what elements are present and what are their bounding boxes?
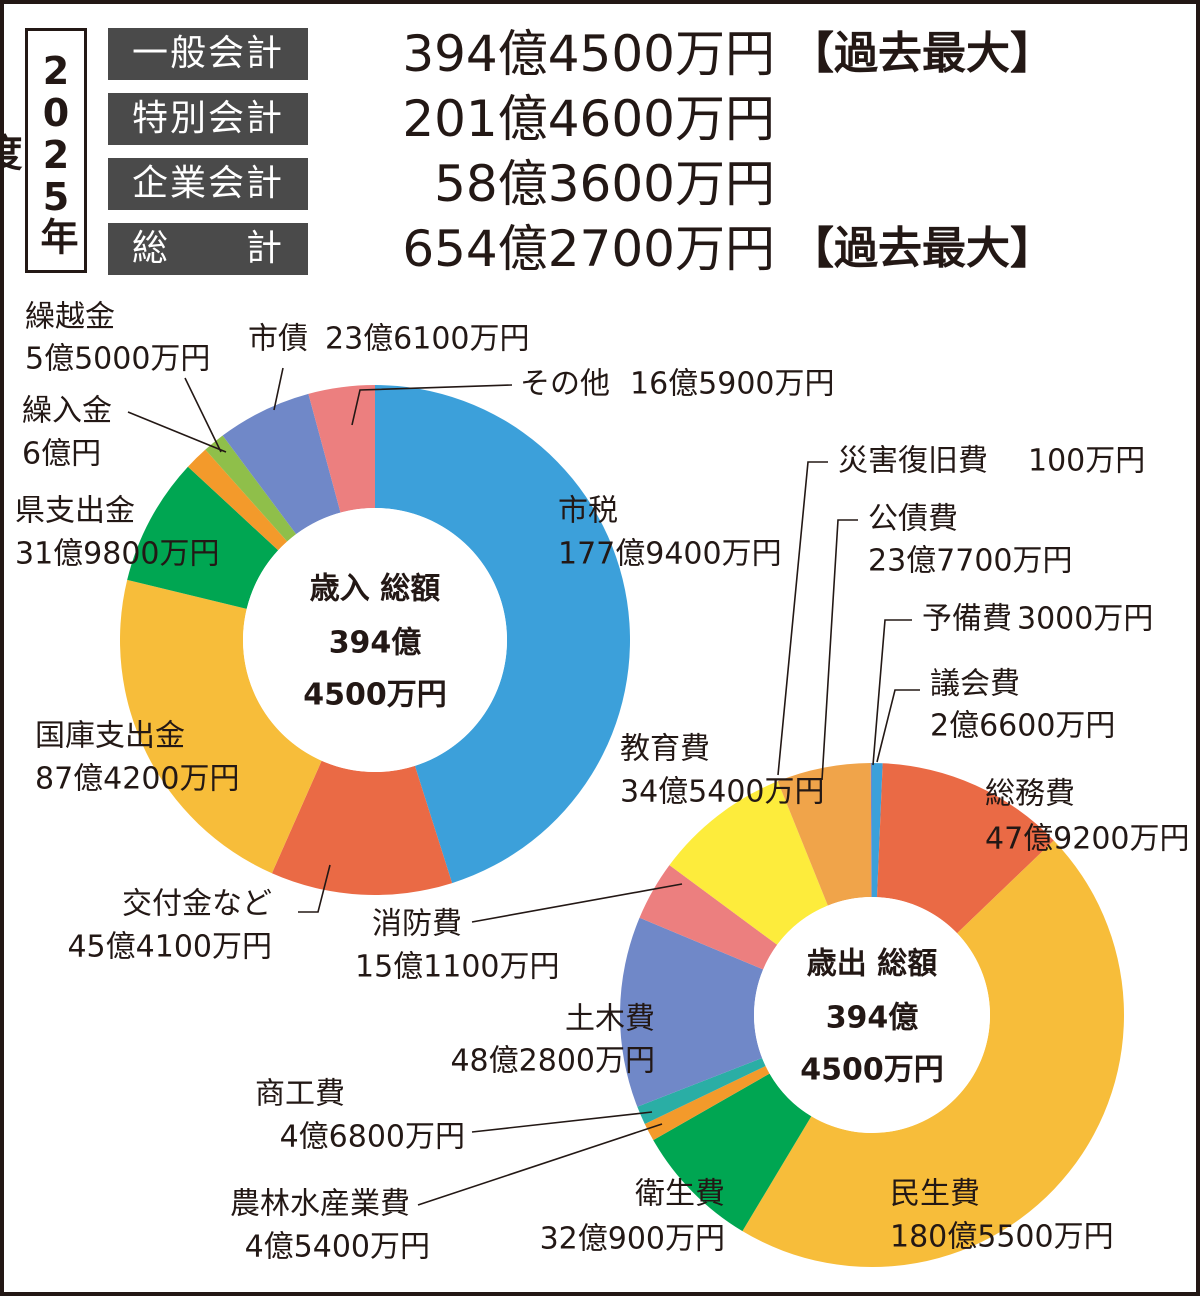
slice-name: 消防費 [372, 907, 462, 942]
slice-name: 教育費 [620, 732, 710, 767]
donut-slice [639, 865, 778, 970]
row-label: 総 計 [108, 223, 308, 275]
donut-slice [187, 449, 288, 551]
donut-slice [205, 435, 297, 542]
slice-name: 民生費 [890, 1177, 980, 1212]
row-amount: 394億4500万円 [402, 25, 775, 83]
row-label: 特別会計 [108, 93, 308, 145]
slice-value: 3000万円 [1017, 602, 1153, 637]
slice-value: 48億2800万円 [450, 1044, 655, 1079]
slice-value: 45億4100万円 [67, 930, 272, 965]
slice-value: 6億円 [22, 437, 101, 472]
slice-value: 100万円 [1028, 444, 1145, 479]
center-total: 4500万円 [303, 678, 447, 713]
slice-name: その他 [520, 367, 610, 402]
center-label: 歳入 総額 [310, 572, 440, 607]
center-label: 歳出 総額 [807, 947, 937, 982]
slice-name: 商工費 [255, 1077, 345, 1112]
slice-name: 予備費 [922, 602, 1012, 637]
row-label: 企業会計 [108, 158, 308, 210]
slice-name: 公債費 [868, 502, 958, 537]
leader-line [471, 1111, 653, 1133]
leader-line [417, 1123, 663, 1206]
donut-slice [876, 763, 1054, 934]
donut-slice [637, 1057, 766, 1124]
slice-value: 32億900万円 [540, 1222, 725, 1257]
donut-hole [754, 897, 990, 1133]
slice-name: 衛生費 [635, 1177, 725, 1212]
row-label: 一般会計 [108, 28, 308, 80]
slice-name: 繰入金 [22, 394, 112, 429]
donut-slice [777, 781, 828, 906]
slice-name: 総務費 [985, 777, 1075, 812]
slice-name: 土木費 [565, 1002, 655, 1037]
donut-slice [375, 385, 631, 884]
donut-hole [243, 508, 507, 772]
slice-value: 23億6100万円 [325, 322, 530, 357]
leader-line [184, 377, 222, 453]
donut-slice [872, 763, 883, 898]
leader-line [351, 384, 513, 426]
slice-value: 4億5400万円 [245, 1230, 430, 1265]
slice-name: 国庫支出金 [35, 719, 185, 754]
slice-name: 交付金など [122, 887, 272, 922]
donut-slice [742, 840, 1125, 1268]
donut-slice [777, 763, 872, 906]
row-amount: 201億4600万円 [402, 90, 775, 148]
donut-slice [669, 781, 828, 945]
donut-slice [653, 1073, 812, 1232]
slice-name: 市債 [248, 322, 308, 357]
slice-value: 2億6600万円 [930, 709, 1115, 744]
row-amount: 654億2700万円 [402, 220, 775, 278]
slice-value: 31億9800万円 [15, 537, 220, 572]
leader-line [127, 411, 227, 453]
donut-slice [644, 1066, 770, 1141]
slice-value: 177億9400万円 [558, 537, 782, 572]
donut-slice [127, 466, 279, 609]
slice-name: 災害復旧費 [838, 444, 988, 479]
slice-value: 16億5900万円 [630, 367, 835, 402]
slice-value: 23億7700万円 [868, 544, 1073, 579]
slice-value: 87億4200万円 [35, 762, 240, 797]
donut-slice [308, 385, 375, 513]
donut-slice [222, 393, 341, 535]
donut-slice [619, 917, 764, 1107]
slice-name: 繰越金 [25, 300, 115, 335]
leader-line [298, 864, 331, 913]
slice-name: 議会費 [930, 667, 1020, 702]
slice-value: 47億9200万円 [985, 822, 1190, 857]
row-note: 【過去最大】 [790, 28, 1054, 79]
slice-value: 4億6800万円 [280, 1120, 465, 1155]
leader-line [821, 519, 858, 781]
slice-name: 農林水産業費 [230, 1187, 410, 1222]
center-total: 4500万円 [800, 1053, 944, 1088]
leader-line [777, 461, 828, 776]
slice-name: 県支出金 [15, 494, 135, 529]
leader-line [273, 367, 284, 411]
leader-line [872, 619, 912, 766]
slice-value: 180億5500万円 [890, 1220, 1114, 1255]
slice-value: 5億5000万円 [25, 342, 210, 377]
donut-slice [271, 760, 453, 895]
slice-name: 市税 [558, 494, 618, 529]
slice-value: 34億5400万円 [620, 775, 825, 810]
center-total: 394億 [329, 626, 422, 661]
row-note: 【過去最大】 [790, 223, 1054, 274]
row-amount: 58億3600万円 [434, 155, 775, 213]
center-total: 394億 [826, 1001, 919, 1036]
donut-slice [870, 763, 872, 898]
year-label: 2025年度 [0, 28, 87, 273]
donut-slice [120, 579, 322, 874]
slice-value: 15億1100万円 [355, 950, 560, 985]
leader-line [876, 689, 920, 763]
leader-line [471, 883, 683, 923]
